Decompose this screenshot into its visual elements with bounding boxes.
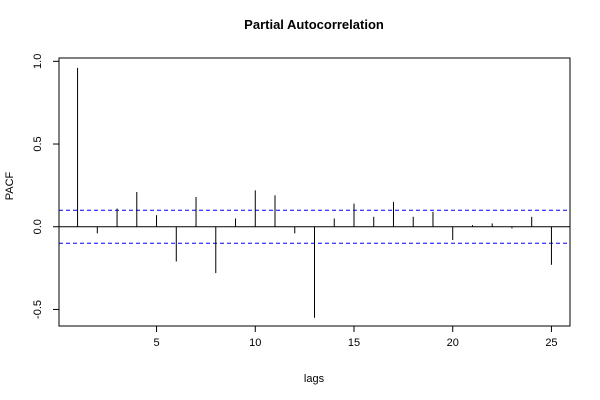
plot-frame — [58, 57, 571, 327]
x-tick-label: 15 — [348, 337, 360, 349]
x-tick-label: 5 — [153, 337, 159, 349]
x-tick-label: 20 — [447, 337, 459, 349]
x-axis-label: lags — [304, 373, 325, 385]
y-tick-label: 1.0 — [32, 54, 44, 69]
x-tick-label: 10 — [249, 337, 261, 349]
y-tick-label: -0.5 — [32, 300, 44, 319]
y-tick-label: 0.0 — [32, 219, 44, 234]
axes: 5 10 15 20 25 -0.5 0.0 0.5 1.0 — [32, 54, 558, 349]
pacf-bars — [77, 67, 552, 318]
x-tick-label: 25 — [545, 337, 557, 349]
chart-title: Partial Autocorrelation — [244, 17, 384, 32]
y-axis-label: PACF — [4, 171, 16, 200]
y-tick-label: 0.5 — [32, 136, 44, 151]
